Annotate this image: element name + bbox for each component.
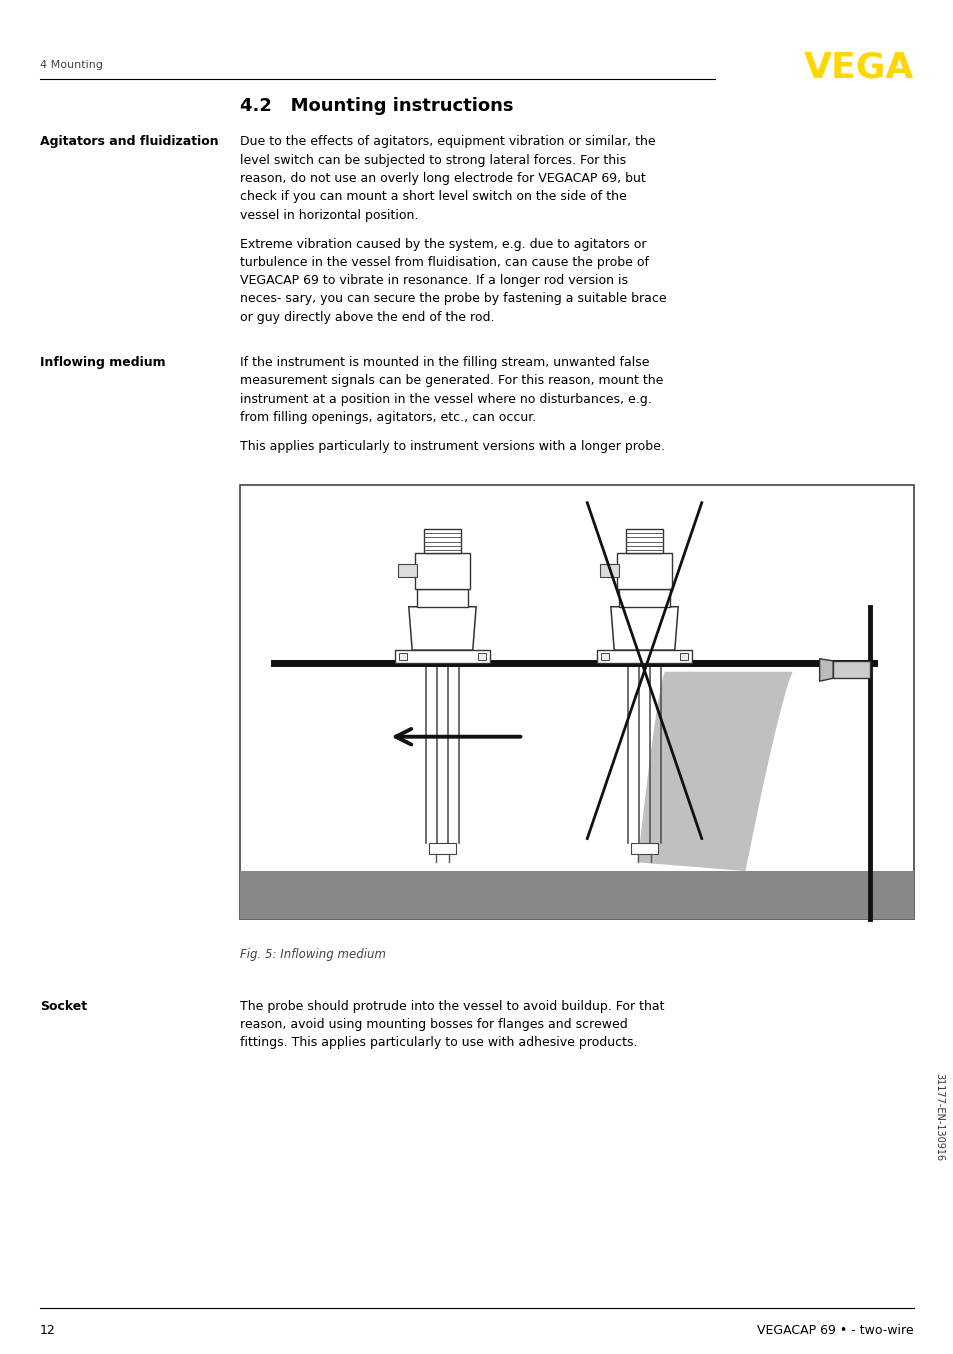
Text: 4.2   Mounting instructions: 4.2 Mounting instructions xyxy=(240,97,514,115)
Text: fittings. This applies particularly to use with adhesive products.: fittings. This applies particularly to u… xyxy=(240,1036,638,1049)
Bar xyxy=(618,589,669,607)
Text: vessel in horizontal position.: vessel in horizontal position. xyxy=(240,209,418,222)
Text: turbulence in the vessel from fluidisation, can cause the probe of: turbulence in the vessel from fluidisati… xyxy=(240,256,649,269)
Text: 12: 12 xyxy=(40,1324,56,1338)
Bar xyxy=(395,650,489,663)
Text: instrument at a position in the vessel where no disturbances, e.g.: instrument at a position in the vessel w… xyxy=(240,393,652,406)
Text: VEGA: VEGA xyxy=(802,50,913,84)
Polygon shape xyxy=(638,672,792,871)
Text: or guy directly above the end of the rod.: or guy directly above the end of the rod… xyxy=(240,310,495,324)
Text: reason, do not use an overly long electrode for VEGACAP 69, but: reason, do not use an overly long electr… xyxy=(240,172,645,185)
Bar xyxy=(477,653,486,661)
Text: Extreme vibration caused by the system, e.g. due to agitators or: Extreme vibration caused by the system, … xyxy=(240,237,646,250)
Bar xyxy=(398,653,407,661)
Bar xyxy=(240,871,913,918)
Bar xyxy=(397,563,416,577)
Text: neces- sary, you can secure the probe by fastening a suitable brace: neces- sary, you can secure the probe by… xyxy=(240,292,666,306)
Bar xyxy=(240,485,913,918)
Bar xyxy=(600,653,609,661)
Text: measurement signals can be generated. For this reason, mount the: measurement signals can be generated. Fo… xyxy=(240,374,663,387)
Bar xyxy=(679,653,687,661)
Bar xyxy=(415,552,470,589)
Polygon shape xyxy=(408,607,476,650)
Bar xyxy=(599,563,618,577)
Polygon shape xyxy=(832,661,869,678)
Bar xyxy=(630,842,658,853)
Text: from filling openings, agitators, etc., can occur.: from filling openings, agitators, etc., … xyxy=(240,410,537,424)
Text: The probe should protrude into the vessel to avoid buildup. For that: The probe should protrude into the vesse… xyxy=(240,999,664,1013)
Text: VEGACAP 69 to vibrate in resonance. If a longer rod version is: VEGACAP 69 to vibrate in resonance. If a… xyxy=(240,274,628,287)
Text: Fig. 5: Inflowing medium: Fig. 5: Inflowing medium xyxy=(240,948,386,961)
Text: Due to the effects of agitators, equipment vibration or similar, the: Due to the effects of agitators, equipme… xyxy=(240,135,656,149)
Text: Agitators and fluidization: Agitators and fluidization xyxy=(40,135,218,149)
Polygon shape xyxy=(819,658,832,681)
Text: This applies particularly to instrument versions with a longer probe.: This applies particularly to instrument … xyxy=(240,440,664,454)
Bar xyxy=(423,528,460,552)
Bar xyxy=(429,842,456,853)
Text: level switch can be subjected to strong lateral forces. For this: level switch can be subjected to strong … xyxy=(240,153,626,167)
Bar xyxy=(625,528,662,552)
Text: Inflowing medium: Inflowing medium xyxy=(40,356,166,370)
Text: 31177-EN-130916: 31177-EN-130916 xyxy=(934,1072,943,1162)
Text: VEGACAP 69 • - two-wire: VEGACAP 69 • - two-wire xyxy=(757,1324,913,1338)
Bar xyxy=(617,552,672,589)
Text: Socket: Socket xyxy=(40,999,87,1013)
Bar xyxy=(597,650,691,663)
Bar xyxy=(416,589,467,607)
Text: 4 Mounting: 4 Mounting xyxy=(40,61,103,70)
Text: If the instrument is mounted in the filling stream, unwanted false: If the instrument is mounted in the fill… xyxy=(240,356,649,370)
Polygon shape xyxy=(610,607,678,650)
Text: reason, avoid using mounting bosses for flanges and screwed: reason, avoid using mounting bosses for … xyxy=(240,1018,627,1032)
Text: check if you can mount a short level switch on the side of the: check if you can mount a short level swi… xyxy=(240,190,626,203)
